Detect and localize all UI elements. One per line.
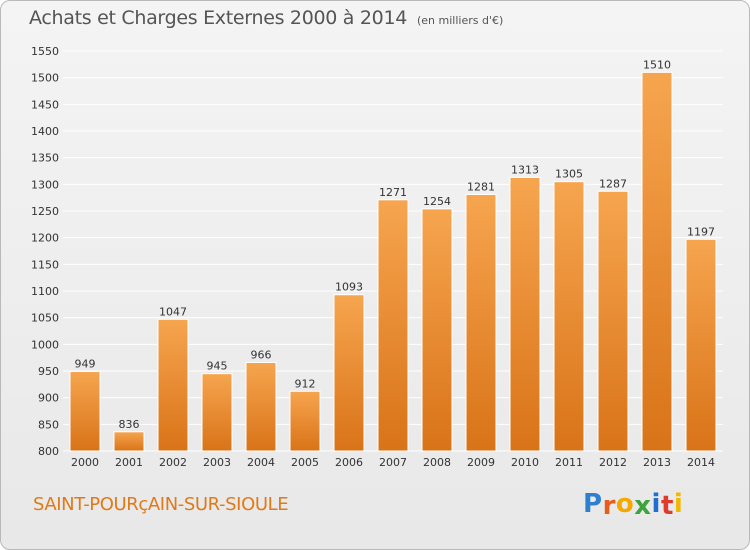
bar-2000	[69, 371, 101, 452]
value-label-2002: 1047	[159, 305, 187, 318]
y-tick-label: 800	[38, 445, 59, 458]
y-axis-ticks: 800 850 900 950 1000 1050 1100 1150 1200 1250 1300…	[31, 45, 59, 458]
x-tick-label-2007: 2007	[379, 456, 407, 469]
x-tick-label-2004: 2004	[247, 456, 275, 469]
place-name: SAINT-POURçAIN-SUR-SIOULE	[33, 494, 289, 515]
y-tick-label: 950	[38, 365, 59, 378]
value-label-2000: 949	[75, 358, 96, 371]
value-label-2006: 1093	[335, 281, 363, 294]
x-tick-label-2012: 2012	[599, 456, 627, 469]
value-label-2004: 966	[251, 348, 272, 361]
x-tick-label-2011: 2011	[555, 456, 583, 469]
y-tick-label: 1200	[31, 232, 59, 245]
y-tick-label: 1350	[31, 152, 59, 165]
y-tick-label: 900	[38, 392, 59, 405]
bar-2009	[465, 193, 497, 452]
value-labels: 949 836 1047 945 966 912 1093 1271 1254 1281 1313 1…	[75, 58, 716, 430]
proxiti-logo: Proxiti	[583, 489, 684, 521]
value-label-2001: 836	[119, 418, 140, 431]
bar-2003	[201, 373, 233, 452]
value-label-2007: 1271	[379, 186, 407, 199]
bar-2011	[553, 181, 585, 452]
x-tick-label-2002: 2002	[159, 456, 187, 469]
y-tick-label: 1250	[31, 205, 59, 218]
y-tick-label: 1400	[31, 125, 59, 138]
x-tick-label-2000: 2000	[71, 456, 99, 469]
x-tick-label-2001: 2001	[115, 456, 143, 469]
bars	[69, 71, 717, 452]
bar-2014	[685, 238, 717, 452]
value-label-2005: 912	[295, 377, 316, 390]
y-tick-label: 1000	[31, 338, 59, 351]
value-label-2009: 1281	[467, 180, 495, 193]
logo-letter: P	[583, 489, 603, 519]
value-label-2014: 1197	[687, 225, 715, 238]
x-tick-label-2014: 2014	[687, 456, 715, 469]
bar-2006	[333, 294, 365, 452]
y-tick-label: 850	[38, 418, 59, 431]
x-tick-label-2008: 2008	[423, 456, 451, 469]
x-tick-label-2005: 2005	[291, 456, 319, 469]
value-label-2003: 945	[207, 360, 228, 373]
bar-2008	[421, 208, 453, 452]
bar-2013	[641, 71, 673, 452]
bar-2010	[509, 176, 541, 452]
bar-2005	[289, 390, 321, 452]
x-tick-label-2013: 2013	[643, 456, 671, 469]
chart-title: Achats et Charges Externes 2000 à 2014	[29, 7, 408, 29]
value-label-2012: 1287	[599, 177, 627, 190]
value-label-2013: 1510	[643, 58, 671, 71]
x-tick-label-2010: 2010	[511, 456, 539, 469]
bar-2007	[377, 199, 409, 452]
bar-2001	[113, 431, 145, 452]
y-tick-label: 1050	[31, 312, 59, 325]
y-tick-label: 1150	[31, 258, 59, 271]
value-label-2008: 1254	[423, 195, 451, 208]
y-tick-label: 1550	[31, 45, 59, 58]
logo-letter: i	[673, 489, 684, 519]
x-tick-label-2009: 2009	[467, 456, 495, 469]
logo-letter: t	[660, 491, 674, 521]
bar-2004	[245, 361, 277, 452]
logo-letter: r	[602, 491, 616, 521]
y-tick-label: 1450	[31, 98, 59, 111]
value-label-2011: 1305	[555, 168, 583, 181]
bar-2012	[597, 190, 629, 452]
logo-letter: i	[651, 489, 661, 519]
y-tick-label: 1300	[31, 178, 59, 191]
chart-subtitle: (en milliers d'€)	[417, 14, 504, 27]
bar-2002	[157, 318, 189, 452]
x-tick-label-2003: 2003	[203, 456, 231, 469]
y-tick-label: 1100	[31, 285, 59, 298]
x-axis-ticks: 2000 2001 2002 2003 2004 2005 2006 2007 2008 2009…	[71, 456, 715, 469]
logo-letter: o	[615, 489, 635, 519]
value-label-2010: 1313	[511, 163, 539, 176]
x-tick-label-2006: 2006	[335, 456, 363, 469]
y-tick-label: 1500	[31, 72, 59, 85]
logo-letter: x	[634, 491, 652, 521]
